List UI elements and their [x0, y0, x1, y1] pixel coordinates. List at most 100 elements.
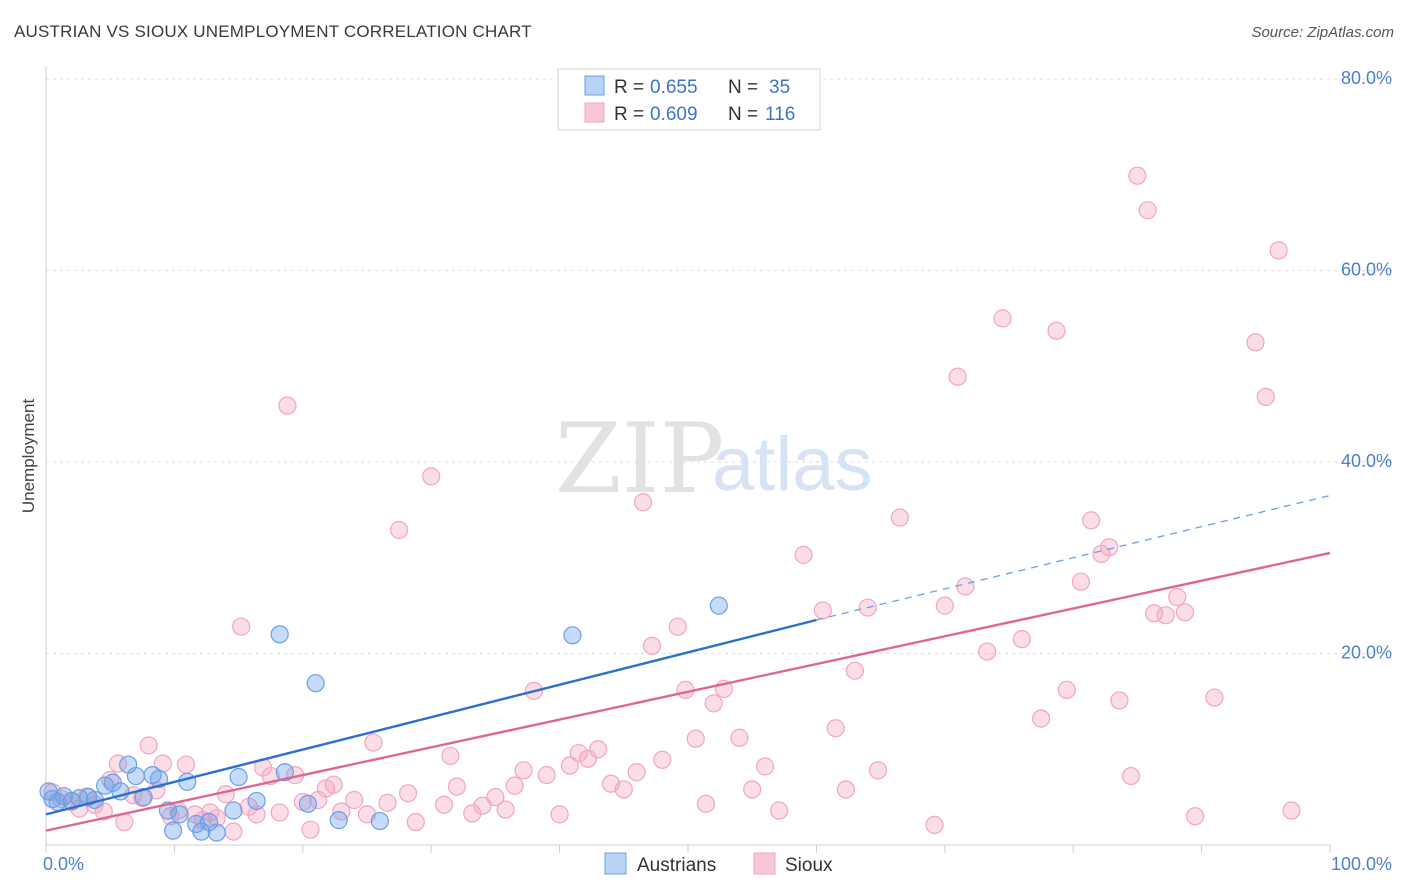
sioux-point: [668, 617, 687, 636]
sioux-point: [301, 820, 320, 839]
bottom-legend-label-sioux: Sioux: [785, 855, 833, 876]
sioux-point: [755, 757, 775, 776]
austrians-point: [164, 821, 183, 840]
sioux-point: [1256, 387, 1275, 406]
sioux-point: [642, 636, 662, 655]
sioux-point: [627, 763, 646, 782]
sioux-point: [569, 743, 588, 763]
axes: [45, 66, 1331, 853]
legend-n-value: 116: [765, 104, 795, 125]
sioux-point: [139, 736, 158, 755]
sioux-point: [993, 309, 1012, 328]
sioux-point: [473, 796, 492, 815]
sioux-point: [1121, 766, 1141, 786]
sioux-point: [1047, 321, 1066, 340]
sioux-point: [434, 795, 454, 814]
austrians-point: [229, 767, 248, 787]
legend-r-value: 0.655: [650, 77, 698, 98]
sioux-point: [1205, 688, 1224, 707]
sioux-point: [1186, 807, 1205, 826]
austrians-point: [298, 794, 318, 813]
sioux-point: [1269, 241, 1288, 260]
y-tick-label: 20.0%: [1341, 643, 1392, 663]
sioux-point: [925, 815, 944, 834]
chart-title: AUSTRIAN VS SIOUX UNEMPLOYMENT CORRELATI…: [14, 22, 532, 41]
gridlines: [46, 78, 1392, 654]
sioux-point: [1156, 606, 1175, 625]
sioux-point: [1144, 604, 1164, 623]
austrians-point: [370, 811, 389, 831]
austrians-point: [43, 789, 62, 809]
sioux-point: [978, 642, 997, 661]
sioux-point: [794, 545, 813, 564]
austrians-point: [306, 674, 325, 693]
sioux-point: [153, 754, 172, 773]
sioux-point: [514, 761, 533, 780]
austrians-point: [709, 596, 728, 615]
sioux-point: [1092, 544, 1111, 564]
bottom-legend: Austrians Sioux: [604, 852, 833, 876]
sioux-point: [390, 520, 409, 540]
sioux-point: [345, 790, 364, 810]
sioux-point: [935, 596, 954, 615]
trend-lines: [45, 494, 1331, 832]
legend-r-label: R =: [614, 104, 644, 125]
x-tick-label: 0.0%: [43, 854, 84, 874]
austrians-point: [329, 811, 348, 830]
sioux-point: [422, 467, 441, 486]
sioux-point: [1138, 201, 1157, 220]
source-label: Source: ZipAtlas.com: [1251, 24, 1394, 41]
sioux-point: [398, 784, 418, 803]
sioux-point: [278, 396, 297, 415]
sioux-point: [537, 766, 556, 785]
sioux-point: [614, 780, 633, 799]
sioux-point: [224, 822, 243, 841]
sioux-point: [836, 780, 856, 799]
sioux-point: [441, 746, 460, 766]
sioux-point: [505, 776, 524, 795]
bottom-legend-label-austrians: Austrians: [637, 855, 716, 876]
austrians-point: [126, 766, 145, 786]
legend-swatch-austrians: [584, 75, 605, 96]
sioux-point: [696, 794, 716, 813]
sioux-point: [406, 812, 425, 832]
sioux-point: [704, 694, 723, 713]
sioux-point: [653, 750, 672, 769]
sioux-point: [560, 756, 579, 775]
legend-r-value: 0.609: [650, 104, 698, 125]
bottom-legend-swatch-austrians: [604, 852, 627, 875]
sioux-point: [496, 800, 515, 819]
sioux-point: [589, 740, 608, 759]
sioux-point: [1168, 587, 1187, 607]
sioux-point: [1031, 709, 1051, 728]
austrians-point: [224, 801, 243, 820]
austrians-point: [192, 822, 211, 841]
sioux-point: [770, 801, 789, 820]
sioux-trend-line: [45, 551, 1331, 832]
sioux-point: [101, 770, 120, 789]
legend-n-label: N =: [728, 77, 758, 98]
sioux-point: [956, 577, 975, 596]
sioux-point: [1012, 630, 1031, 649]
sioux-point: [948, 367, 967, 386]
sioux-point: [232, 617, 251, 636]
austrians-trend-line: [45, 618, 817, 816]
sioux-point: [1282, 801, 1301, 820]
sioux-point: [890, 508, 909, 527]
sioux-point: [324, 775, 343, 794]
austrians-point: [207, 823, 226, 842]
legend-box: R = 0.655 N = 35 R = 0.609 N = 116: [557, 68, 821, 131]
y-axis-label: Unemployment: [19, 399, 38, 514]
sioux-point: [1082, 511, 1101, 530]
legend-n-value: 35: [769, 77, 790, 98]
sioux-point: [826, 719, 845, 738]
sioux-point: [633, 493, 653, 512]
austrians-point: [247, 791, 266, 811]
sioux-point: [463, 804, 482, 823]
sioux-point: [1110, 691, 1129, 710]
sioux-point: [743, 780, 762, 799]
watermark-atlas: atlas: [712, 422, 873, 507]
sioux-point: [845, 661, 865, 680]
austrians-trend-extension: [816, 494, 1331, 621]
